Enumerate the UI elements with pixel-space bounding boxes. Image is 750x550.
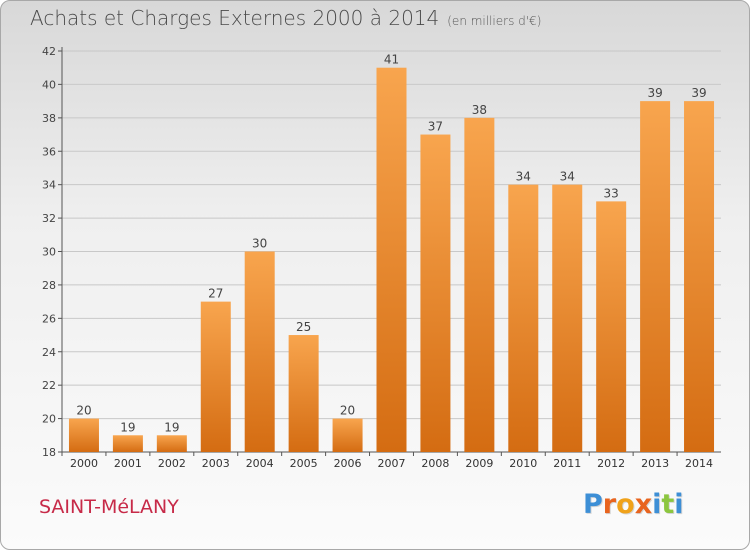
x-tick-label: 2000 — [70, 457, 98, 470]
data-label: 39 — [647, 86, 662, 100]
bar-2004 — [244, 251, 275, 452]
bars — [68, 67, 715, 452]
data-label: 27 — [208, 287, 223, 301]
data-label: 20 — [340, 404, 355, 418]
logo-letter: r — [602, 489, 617, 520]
x-tick-label: 2012 — [597, 457, 625, 470]
chart-title-text: Achats et Charges Externes 2000 à 2014 — [30, 6, 440, 30]
logo-letter: x — [634, 489, 653, 520]
y-tick-label: 40 — [42, 78, 56, 91]
bar-2005 — [288, 335, 319, 452]
data-label: 39 — [691, 86, 706, 100]
commune-name: SAINT-MéLANY — [39, 496, 179, 518]
x-tick-label: 2004 — [246, 457, 274, 470]
logo-letter: P — [583, 489, 603, 520]
data-label: 20 — [76, 404, 91, 418]
y-tick-label: 26 — [42, 312, 56, 325]
proxiti-logo[interactable]: Proxiti — [583, 489, 684, 520]
y-tick-labels: 18 20 22 24 26 28 30 32 34 36 38 40 42 — [42, 45, 56, 459]
data-label: 34 — [560, 170, 575, 184]
x-tick-label: 2008 — [421, 457, 449, 470]
bar-2001 — [112, 435, 143, 452]
bar-2011 — [552, 184, 583, 452]
x-tick-label: 2002 — [158, 457, 186, 470]
bar-2007 — [376, 67, 407, 452]
data-label: 38 — [472, 103, 487, 117]
y-tick-label: 42 — [42, 45, 56, 58]
x-tick-label: 2011 — [553, 457, 581, 470]
x-tick-label: 2001 — [114, 457, 142, 470]
x-tick-label: 2014 — [685, 457, 713, 470]
x-tick-label: 2013 — [641, 457, 669, 470]
chart-subtitle: (en milliers d'€) — [447, 14, 542, 28]
data-label: 41 — [384, 53, 399, 67]
x-tick-label: 2003 — [202, 457, 230, 470]
bar-2013 — [640, 101, 671, 452]
bar-2002 — [156, 435, 187, 452]
data-label: 19 — [164, 420, 179, 434]
x-tick-labels: 2000 2001 2002 2003 2004 2005 2006 2007 2008 2009… — [61, 452, 713, 470]
data-label: 25 — [296, 320, 311, 334]
logo-letter: i — [652, 489, 662, 520]
bar-2003 — [200, 301, 231, 452]
logo-letter: i — [674, 489, 684, 520]
y-tick-label: 28 — [42, 279, 56, 292]
bar-2008 — [420, 134, 451, 452]
y-tick-label: 30 — [42, 246, 56, 259]
data-label: 34 — [516, 170, 531, 184]
bar-2009 — [464, 117, 495, 452]
y-tick-label: 22 — [42, 379, 56, 392]
y-tick-label: 32 — [42, 212, 56, 225]
y-tick-label: 18 — [42, 446, 56, 459]
x-tick-label: 2006 — [334, 457, 362, 470]
bar-2010 — [508, 184, 539, 452]
chart-title: Achats et Charges Externes 2000 à 2014 (e… — [30, 6, 541, 30]
logo-letter: o — [616, 489, 635, 520]
bar-2006 — [332, 418, 363, 452]
x-tick-label: 2010 — [509, 457, 537, 470]
x-tick-label: 2009 — [465, 457, 493, 470]
y-tick-label: 36 — [42, 145, 56, 158]
y-tick-label: 34 — [42, 179, 56, 192]
x-tick-label: 2007 — [378, 457, 406, 470]
y-tick-label: 38 — [42, 112, 56, 125]
y-tick-label: 24 — [42, 346, 56, 359]
logo-letter: t — [661, 489, 675, 520]
data-label: 19 — [120, 420, 135, 434]
bar-2000 — [68, 418, 99, 452]
data-label: 37 — [428, 120, 443, 134]
bar-2014 — [684, 101, 715, 452]
y-tick-label: 20 — [42, 413, 56, 426]
data-label: 30 — [252, 237, 267, 251]
x-tick-label: 2005 — [290, 457, 318, 470]
data-labels: 20 19 19 27 30 25 20 41 37 38 34 34 33 39 39 — [76, 53, 706, 435]
data-label: 33 — [604, 186, 619, 200]
bar-2012 — [596, 201, 627, 452]
